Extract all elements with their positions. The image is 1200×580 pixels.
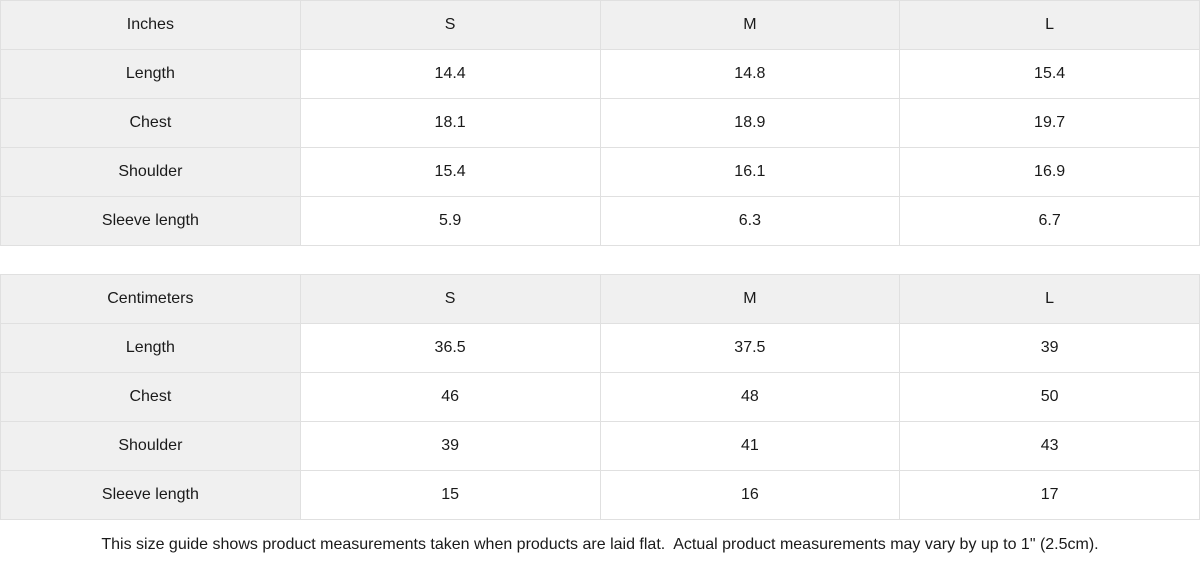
unit-header: Inches — [0, 0, 301, 50]
measurement-value: 15.4 — [299, 147, 601, 197]
table-row: Shoulder 15.4 16.1 16.9 — [0, 147, 1200, 197]
measurement-value: 18.1 — [299, 98, 601, 148]
table-row: Length 36.5 37.5 39 — [0, 323, 1200, 373]
measurement-label: Chest — [0, 372, 301, 422]
measurement-value: 14.4 — [299, 49, 601, 99]
measurement-value: 6.3 — [599, 196, 901, 246]
table-row: Sleeve length 15 16 17 — [0, 470, 1200, 520]
measurement-label: Length — [0, 323, 301, 373]
header-row: Centimeters S M L — [0, 274, 1200, 324]
table-row: Chest 46 48 50 — [0, 372, 1200, 422]
measurement-value: 39 — [899, 323, 1200, 373]
table-row: Shoulder 39 41 43 — [0, 421, 1200, 471]
size-header: S — [299, 0, 601, 50]
measurement-value: 14.8 — [599, 49, 901, 99]
measurement-value: 18.9 — [599, 98, 901, 148]
measurement-value: 36.5 — [299, 323, 601, 373]
measurement-value: 41 — [599, 421, 901, 471]
measurement-value: 16.9 — [899, 147, 1200, 197]
table-row: Length 14.4 14.8 15.4 — [0, 49, 1200, 99]
unit-header: Centimeters — [0, 274, 301, 324]
measurement-value: 46 — [299, 372, 601, 422]
measurement-label: Sleeve length — [0, 470, 301, 520]
measurement-value: 16 — [599, 470, 901, 520]
measurement-value: 17 — [899, 470, 1200, 520]
measurement-value: 48 — [599, 372, 901, 422]
measurement-value: 19.7 — [899, 98, 1200, 148]
measurement-value: 15.4 — [899, 49, 1200, 99]
table-spacer — [0, 246, 1200, 274]
measurement-label: Shoulder — [0, 421, 301, 471]
measurement-label: Sleeve length — [0, 196, 301, 246]
size-table-centimeters: Centimeters S M L Length 36.5 37.5 39 Chest 46 48 5… — [0, 274, 1200, 520]
size-header: M — [599, 274, 901, 324]
size-header: S — [299, 274, 601, 324]
size-guide-note: This size guide shows product measuremen… — [0, 520, 1200, 570]
size-header: M — [599, 0, 901, 50]
measurement-value: 50 — [899, 372, 1200, 422]
measurement-value: 43 — [899, 421, 1200, 471]
measurement-value: 16.1 — [599, 147, 901, 197]
measurement-label: Length — [0, 49, 301, 99]
measurement-value: 39 — [299, 421, 601, 471]
measurement-label: Shoulder — [0, 147, 301, 197]
measurement-value: 37.5 — [599, 323, 901, 373]
measurement-value: 15 — [299, 470, 601, 520]
table-row: Sleeve length 5.9 6.3 6.7 — [0, 196, 1200, 246]
measurement-value: 5.9 — [299, 196, 601, 246]
measurement-label: Chest — [0, 98, 301, 148]
table-row: Chest 18.1 18.9 19.7 — [0, 98, 1200, 148]
measurement-value: 6.7 — [899, 196, 1200, 246]
size-table-inches: Inches S M L Length 14.4 14.8 15.4 Chest 18.1 18.9… — [0, 0, 1200, 246]
size-header: L — [899, 274, 1200, 324]
size-header: L — [899, 0, 1200, 50]
header-row: Inches S M L — [0, 0, 1200, 50]
